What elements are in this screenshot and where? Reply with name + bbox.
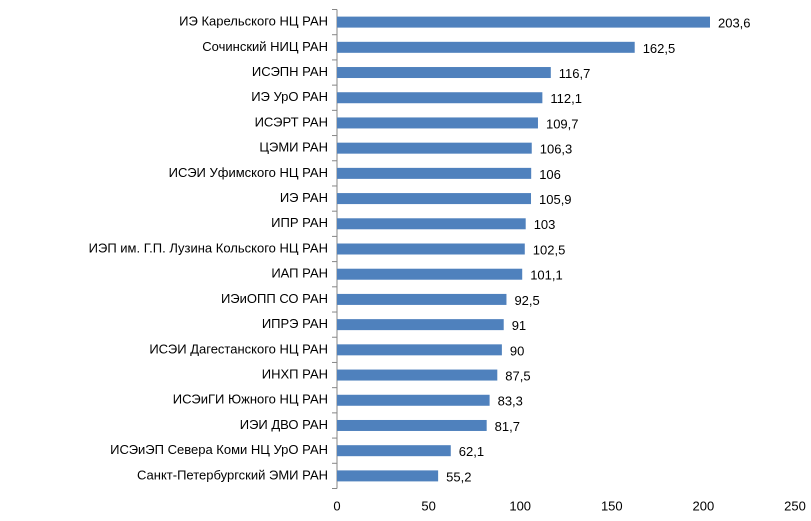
y-tick-label: ИСЭПН РАН: [252, 64, 328, 79]
y-tick-label: ИАП РАН: [271, 266, 328, 281]
data-label: 103: [534, 217, 556, 232]
data-label: 102,5: [533, 242, 566, 257]
y-tick-label: Сочинский НИЦ РАН: [202, 39, 328, 54]
bar: [337, 268, 523, 280]
y-tick-label: ИЭП им. Г.П. Лузина Кольского НЦ РАН: [89, 240, 328, 255]
data-label: 83,3: [498, 394, 523, 409]
data-label: 112,1: [550, 91, 582, 106]
bar: [337, 293, 507, 305]
data-label: 101,1: [530, 268, 563, 283]
data-label: 203,6: [718, 16, 751, 31]
data-label: 106,3: [540, 142, 573, 157]
y-tick-label: ЦЭМИ РАН: [259, 140, 328, 155]
bar: [337, 142, 532, 154]
y-tick-label: ИЭ РАН: [280, 190, 328, 205]
data-label: 90: [510, 343, 524, 358]
x-tick-label: 50: [421, 498, 435, 513]
bar: [337, 419, 487, 431]
bar: [337, 117, 538, 129]
x-tick-label: 100: [509, 498, 531, 513]
data-label: 106: [539, 167, 561, 182]
data-label: 162,5: [643, 41, 676, 56]
y-tick-label: ИСЭиЭП Севера Коми НЦ УрО РАН: [110, 442, 328, 457]
data-label: 116,7: [559, 66, 591, 81]
x-tick-label: 200: [693, 498, 715, 513]
data-label: 92,5: [514, 293, 539, 308]
x-tick-label: 150: [601, 498, 623, 513]
y-tick-label: ИПР РАН: [271, 215, 328, 230]
data-label: 81,7: [495, 419, 520, 434]
data-label: 109,7: [546, 116, 579, 131]
y-tick-label: ИЭИ ДВО РАН: [240, 417, 328, 432]
y-tick-label: ИСЭРТ РАН: [255, 114, 328, 129]
bar: [337, 193, 532, 205]
data-label: 62,1: [459, 444, 484, 459]
y-tick-label: Санкт-Петербургский ЭМИ РАН: [137, 467, 328, 482]
data-label: 105,9: [539, 192, 572, 207]
y-tick-label: ИСЭиГИ Южного НЦ РАН: [173, 392, 328, 407]
bar: [337, 218, 526, 230]
y-tick-label: ИЭиОПП СО РАН: [221, 291, 328, 306]
y-tick-label: ИСЭИ Уфимского НЦ РАН: [169, 165, 328, 180]
y-tick-label: ИНХП РАН: [262, 366, 328, 381]
bar: [337, 445, 451, 457]
bar: [337, 16, 710, 28]
data-label: 91: [512, 318, 526, 333]
bar: [337, 344, 502, 356]
y-tick-label: ИСЭИ Дагестанского НЦ РАН: [149, 341, 328, 356]
bar: [337, 243, 525, 255]
bar: [337, 92, 543, 104]
bar: [337, 319, 504, 331]
bar: [337, 41, 635, 53]
y-tick-label: ИЭ УрО РАН: [251, 89, 328, 104]
y-tick-label: ИЭ Карельского НЦ РАН: [179, 14, 328, 29]
x-tick-label: 0: [333, 498, 340, 513]
bar: [337, 394, 490, 406]
x-tick-label: 250: [784, 498, 806, 513]
bar: [337, 67, 551, 79]
data-label: 55,2: [446, 469, 471, 484]
y-tick-label: ИПРЭ РАН: [262, 316, 328, 331]
data-label: 87,5: [505, 368, 530, 383]
bar: [337, 470, 439, 482]
bar: [337, 167, 532, 179]
bar: [337, 369, 498, 381]
